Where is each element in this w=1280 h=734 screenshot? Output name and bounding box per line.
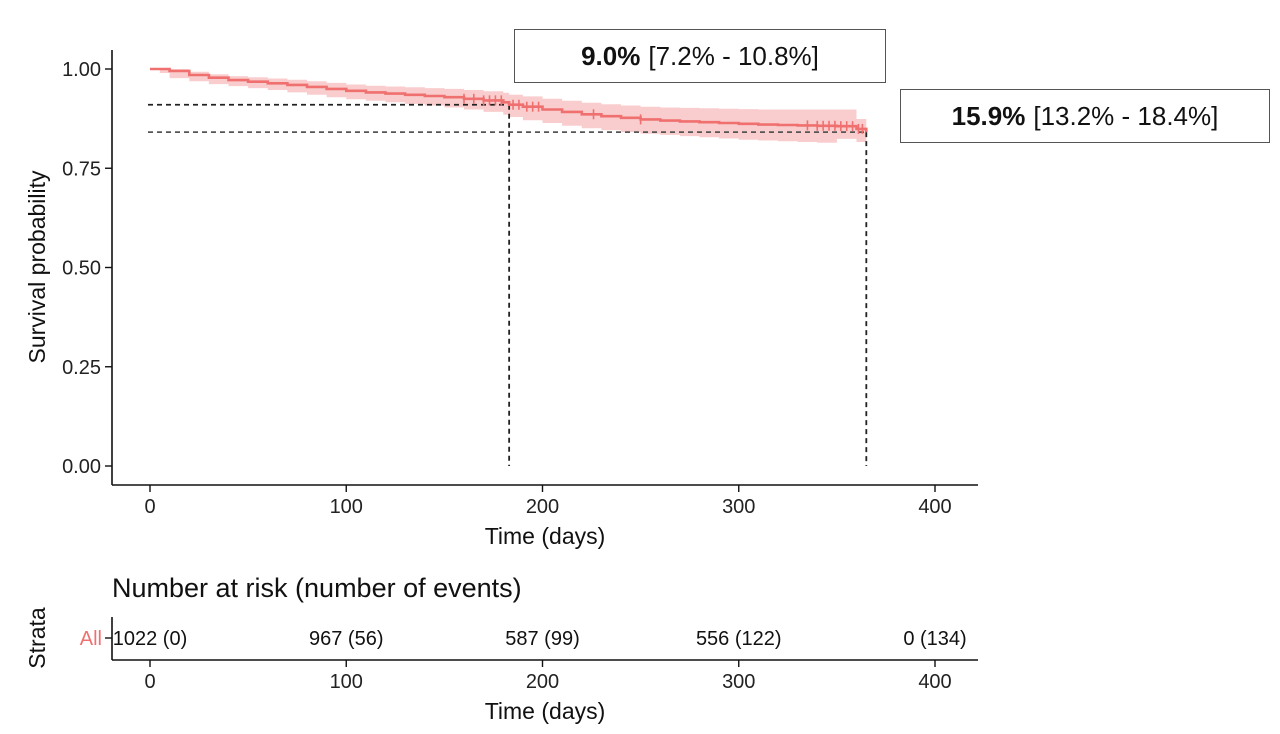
risk-x-tick-label: 400 <box>918 671 951 693</box>
main-ticks: 0 100 200 300 400 0.00 0.25 0.50 0.75 1.00 <box>62 59 952 518</box>
risk-table-strata-title: Strata <box>24 607 50 669</box>
risk-x-tick-label: 200 <box>526 671 559 693</box>
risk-value-300: 556 (122) <box>696 628 782 650</box>
x-tick-label: 400 <box>918 496 951 518</box>
censor-marks-layer <box>463 93 864 134</box>
annotation-12-month-ci: [13.2% - 18.4%] <box>1033 100 1219 131</box>
risk-table-title: Number at risk (number of events) <box>112 573 522 603</box>
y-tick-label: 0.25 <box>62 357 101 379</box>
y-tick-label: 1.00 <box>62 59 101 81</box>
risk-x-tick-label: 300 <box>722 671 755 693</box>
x-tick-label: 100 <box>330 496 363 518</box>
x-tick-label: 0 <box>144 496 155 518</box>
y-tick-label: 0.75 <box>62 158 101 180</box>
reference-lines-layer <box>148 103 868 466</box>
y-axis-title: Survival probability <box>24 170 50 364</box>
x-tick-label: 300 <box>722 496 755 518</box>
x-axis-title: Time (days) <box>485 523 606 549</box>
risk-value-400: 0 (134) <box>903 628 966 650</box>
survival-curve-layer <box>150 67 868 133</box>
risk-ticks: 0 100 200 300 400 <box>144 660 952 693</box>
x-tick-label: 200 <box>526 496 559 518</box>
risk-value-100: 967 (56) <box>309 628 384 650</box>
y-tick-label: 0.50 <box>62 258 101 280</box>
y-tick-label: 0.00 <box>62 456 101 478</box>
risk-value-0: 1022 (0) <box>113 628 188 650</box>
annotation-12-month: 15.9% [13.2% - 18.4%] <box>900 89 1270 143</box>
annotation-6-month: 9.0% [7.2% - 10.8%] <box>514 29 886 83</box>
annotation-12-month-estimate: 15.9% <box>951 100 1026 131</box>
annotation-6-month-ci: [7.2% - 10.8%] <box>648 40 819 71</box>
survival-curve <box>150 67 868 133</box>
risk-values-layer: 1022 (0) 967 (56) 587 (99) 556 (122) 0 (134) <box>113 628 967 650</box>
risk-value-200: 587 (99) <box>505 628 580 650</box>
risk-x-tick-label: 100 <box>330 671 363 693</box>
risk-x-tick-label: 0 <box>144 671 155 693</box>
strata-label-all: All <box>80 628 102 650</box>
risk-x-axis-title: Time (days) <box>485 698 606 724</box>
annotation-6-month-estimate: 9.0% <box>581 40 641 71</box>
